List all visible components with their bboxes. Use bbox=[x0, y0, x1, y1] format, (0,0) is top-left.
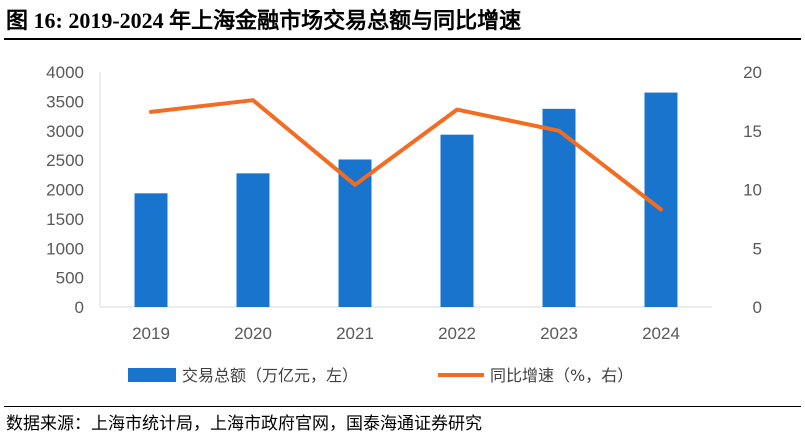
legend-bar-label: 交易总额（万亿元，左） bbox=[182, 366, 358, 385]
combo-chart: 0 500 1000 1500 2000 2500 3000 3500 4000 0 5 10 15 2… bbox=[46, 63, 762, 385]
growth-point bbox=[558, 130, 560, 132]
x-tick-label: 2023 bbox=[540, 324, 578, 343]
growth-point bbox=[660, 208, 662, 210]
bar bbox=[338, 159, 372, 307]
x-axis-ticks: 2019 2020 2021 2022 2023 2024 bbox=[132, 324, 680, 343]
growth-point bbox=[456, 109, 458, 111]
legend-line-label: 同比增速（%，右） bbox=[490, 366, 633, 385]
legend-bar-swatch bbox=[128, 368, 176, 382]
left-tick-label: 2500 bbox=[46, 151, 84, 170]
growth-line bbox=[149, 98, 663, 212]
figure-title: 图 16: 2019-2024 年上海金融市场交易总额与同比增速 bbox=[6, 8, 522, 33]
right-tick-label: 0 bbox=[753, 298, 762, 317]
source-divider bbox=[4, 406, 801, 407]
left-tick-label: 3000 bbox=[46, 122, 84, 141]
bar bbox=[542, 108, 576, 308]
right-tick-label: 10 bbox=[743, 181, 762, 200]
x-tick-label: 2021 bbox=[336, 324, 374, 343]
x-tick-label: 2020 bbox=[234, 324, 272, 343]
x-tick-label: 2019 bbox=[132, 324, 170, 343]
growth-point bbox=[150, 111, 152, 113]
left-tick-label: 4000 bbox=[46, 63, 84, 82]
left-tick-label: 0 bbox=[75, 298, 84, 317]
left-tick-label: 1000 bbox=[46, 239, 84, 258]
left-tick-label: 2000 bbox=[46, 181, 84, 200]
right-axis-ticks: 0 5 10 15 20 bbox=[743, 63, 762, 317]
growth-point bbox=[252, 99, 254, 101]
growth-point bbox=[354, 184, 356, 186]
bar bbox=[134, 193, 168, 307]
source-note: 数据来源：上海市统计局，上海市政府官网，国泰海通证券研究 bbox=[6, 414, 482, 433]
right-tick-label: 5 bbox=[753, 239, 762, 258]
bar bbox=[440, 134, 474, 307]
left-axis-ticks: 0 500 1000 1500 2000 2500 3000 3500 4000 bbox=[46, 63, 84, 317]
left-tick-label: 3500 bbox=[46, 92, 84, 111]
legend: 交易总额（万亿元，左） 同比增速（%，右） bbox=[128, 366, 633, 385]
title-divider bbox=[4, 38, 801, 40]
line-series bbox=[149, 98, 663, 212]
right-tick-label: 15 bbox=[743, 122, 762, 141]
right-tick-label: 20 bbox=[743, 63, 762, 82]
bar bbox=[236, 173, 270, 307]
x-tick-label: 2024 bbox=[642, 324, 680, 343]
bar-series bbox=[134, 92, 678, 308]
x-tick-label: 2022 bbox=[438, 324, 476, 343]
left-tick-label: 1500 bbox=[46, 210, 84, 229]
left-tick-label: 500 bbox=[56, 269, 84, 288]
